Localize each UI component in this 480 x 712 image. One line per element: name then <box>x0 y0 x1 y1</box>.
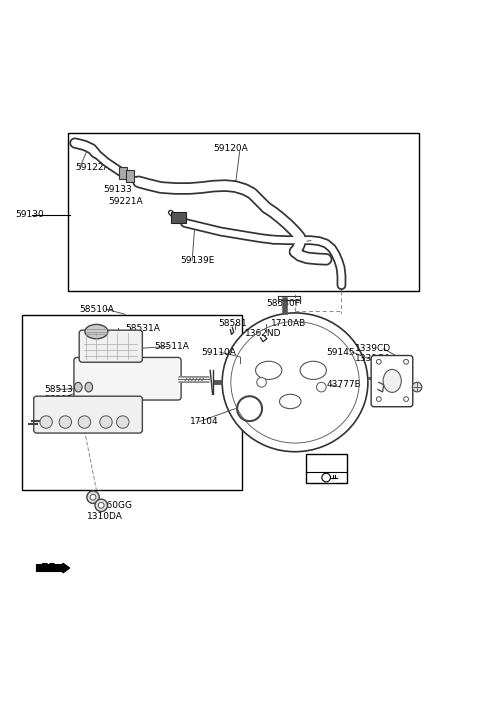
Ellipse shape <box>383 370 401 392</box>
FancyArrow shape <box>36 563 70 573</box>
Text: 1360GG: 1360GG <box>96 501 133 510</box>
Text: 11234: 11234 <box>312 463 340 471</box>
Text: 59221A: 59221A <box>108 197 143 206</box>
Ellipse shape <box>74 382 82 392</box>
FancyBboxPatch shape <box>74 357 181 400</box>
Text: 58513: 58513 <box>45 385 73 394</box>
Bar <box>68 133 420 291</box>
Text: 58531A: 58531A <box>125 324 160 333</box>
FancyBboxPatch shape <box>371 355 413 407</box>
Text: 59120A: 59120A <box>214 145 249 153</box>
Ellipse shape <box>85 382 93 392</box>
Circle shape <box>95 499 108 511</box>
Bar <box>306 454 347 483</box>
Circle shape <box>257 377 266 387</box>
Text: FR.: FR. <box>41 563 62 573</box>
Text: 43777B: 43777B <box>326 380 361 389</box>
Circle shape <box>322 473 330 482</box>
Text: 59132: 59132 <box>295 236 324 246</box>
Bar <box>119 167 127 179</box>
Circle shape <box>412 382 422 392</box>
Ellipse shape <box>222 313 368 451</box>
Circle shape <box>404 397 408 402</box>
FancyBboxPatch shape <box>79 330 143 362</box>
Text: 1339GA: 1339GA <box>355 354 391 363</box>
Circle shape <box>404 360 408 364</box>
Circle shape <box>40 416 52 429</box>
Text: 58513: 58513 <box>45 394 73 404</box>
Text: 1362ND: 1362ND <box>245 330 281 338</box>
Text: 59110A: 59110A <box>202 347 237 357</box>
Text: 59139E: 59139E <box>180 256 215 265</box>
Circle shape <box>59 416 72 429</box>
Text: 59133: 59133 <box>104 185 132 194</box>
Circle shape <box>317 382 326 392</box>
Circle shape <box>78 416 91 429</box>
Text: 1339CD: 1339CD <box>355 345 391 353</box>
Text: 1310DA: 1310DA <box>87 512 123 521</box>
Circle shape <box>100 416 112 429</box>
Circle shape <box>376 360 381 364</box>
Circle shape <box>117 416 129 429</box>
Circle shape <box>376 397 381 402</box>
Text: 1710AB: 1710AB <box>271 320 306 328</box>
Bar <box>22 315 242 490</box>
Text: 58580F: 58580F <box>266 299 300 308</box>
Circle shape <box>98 503 104 508</box>
Text: 58511A: 58511A <box>154 342 189 351</box>
Text: 58510A: 58510A <box>80 305 115 313</box>
Bar <box>126 170 134 182</box>
Text: 59145: 59145 <box>326 347 355 357</box>
Bar <box>170 212 186 223</box>
Circle shape <box>87 491 99 503</box>
Text: 58581: 58581 <box>218 320 247 328</box>
Text: 59130: 59130 <box>15 210 44 219</box>
Circle shape <box>90 494 96 500</box>
Text: 59122A: 59122A <box>75 164 109 172</box>
FancyBboxPatch shape <box>34 396 143 433</box>
Ellipse shape <box>85 325 108 339</box>
Text: 17104: 17104 <box>190 417 218 426</box>
